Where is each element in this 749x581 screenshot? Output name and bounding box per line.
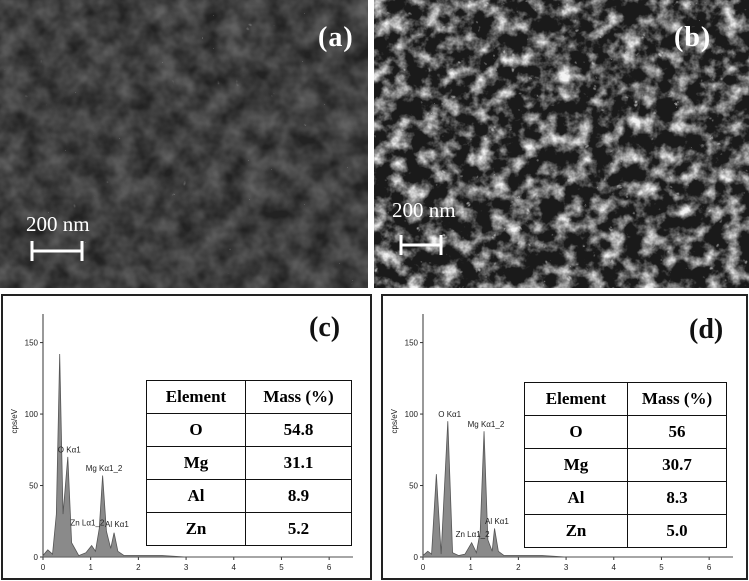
table-cell-mass: 5.0 bbox=[627, 514, 727, 548]
eds-spectrum-c: 150 100 50 00 1 2 3 4 5 6 cps/eV O Kα1 Mg Kα1_2 Zn Lα… bbox=[10, 314, 353, 572]
table-header-mass: Mass (%) bbox=[245, 380, 352, 414]
table-cell-element: Al bbox=[524, 481, 628, 515]
table-header-row: Element Mass (%) bbox=[146, 380, 352, 414]
table-row: Zn 5.2 bbox=[146, 512, 352, 546]
peak-label: O Kα1 bbox=[438, 410, 461, 419]
table-row: Mg 30.7 bbox=[524, 448, 727, 482]
peak-label: Al Kα1 bbox=[105, 520, 129, 529]
y-tick-label: 0 bbox=[34, 553, 39, 562]
sem-texture-a bbox=[0, 0, 368, 288]
x-tick-label: 3 bbox=[184, 563, 189, 572]
table-cell-element: Al bbox=[146, 479, 246, 513]
sem-image-a: (a) 200 nm bbox=[0, 0, 368, 288]
x-tick-label: 0 bbox=[421, 563, 426, 572]
table-cell-element: O bbox=[524, 415, 628, 449]
scale-bar-a bbox=[30, 241, 84, 261]
mass-table-c: Element Mass (%) O 54.8 Mg 31.1 Al 8.9 Z… bbox=[146, 380, 352, 546]
peak-label: O Kα1 bbox=[58, 446, 81, 455]
y-tick-label: 150 bbox=[405, 339, 419, 348]
x-tick-label: 5 bbox=[659, 563, 664, 572]
eds-panel-c: 150 100 50 0 0 1 2 3 4 5 6 cps/eV O Kα1 Mg Kα1_2 Zn Lα… bbox=[1, 294, 372, 580]
scale-bar-b bbox=[399, 235, 443, 255]
sem-texture-b bbox=[374, 0, 749, 288]
panel-label-c: (c) bbox=[309, 312, 341, 343]
table-row: O 56 bbox=[524, 415, 727, 449]
scale-bar-label-b: 200 nm bbox=[392, 198, 456, 222]
peak-label: Mg Kα1_2 bbox=[468, 420, 505, 429]
scale-bar-label-a: 200 nm bbox=[26, 212, 90, 236]
x-tick-label: 3 bbox=[564, 563, 569, 572]
y-axis-label: cps/eV bbox=[390, 408, 399, 433]
table-cell-element: Mg bbox=[146, 446, 246, 480]
table-cell-mass: 56 bbox=[627, 415, 727, 449]
y-axis-label: cps/eV bbox=[10, 408, 19, 433]
table-cell-element: Zn bbox=[146, 512, 246, 546]
sem-image-b: (b) 200 nm bbox=[374, 0, 749, 288]
y-tick-label: 150 bbox=[25, 339, 39, 348]
spectrum-series bbox=[42, 354, 353, 558]
panel-label-b: (b) bbox=[674, 22, 712, 53]
table-cell-element: Zn bbox=[524, 514, 628, 548]
table-row: Al 8.3 bbox=[524, 481, 727, 515]
table-row: Al 8.9 bbox=[146, 479, 352, 513]
panel-label-d: (d) bbox=[689, 314, 724, 345]
peak-label: Mg Kα1_2 bbox=[86, 464, 123, 473]
x-tick-label: 1 bbox=[88, 563, 93, 572]
x-tick-label: 6 bbox=[707, 563, 712, 572]
table-cell-mass: 5.2 bbox=[245, 512, 352, 546]
table-row: O 54.8 bbox=[146, 413, 352, 447]
table-header-element: Element bbox=[524, 382, 628, 416]
mass-table-d: Element Mass (%) O 56 Mg 30.7 Al 8.3 Zn … bbox=[524, 382, 727, 548]
spectrum-series bbox=[422, 421, 733, 558]
y-tick-label: 50 bbox=[409, 482, 418, 491]
x-tick-label: 2 bbox=[136, 563, 141, 572]
table-header-element: Element bbox=[146, 380, 246, 414]
table-cell-mass: 31.1 bbox=[245, 446, 352, 480]
x-tick-label: 4 bbox=[232, 563, 237, 572]
y-tick-label: 0 bbox=[414, 553, 419, 562]
peak-label: Zn Lα1_2 bbox=[456, 530, 491, 539]
y-tick-label: 100 bbox=[405, 410, 419, 419]
peak-label: Zn Lα1_2 bbox=[70, 519, 105, 528]
x-tick-label: 1 bbox=[468, 563, 473, 572]
peak-label: Al Kα1 bbox=[485, 517, 509, 526]
table-cell-element: O bbox=[146, 413, 246, 447]
table-cell-mass: 8.3 bbox=[627, 481, 727, 515]
y-tick-label: 100 bbox=[25, 410, 39, 419]
x-tick-label: 5 bbox=[279, 563, 284, 572]
table-header-mass: Mass (%) bbox=[627, 382, 727, 416]
table-row: Mg 31.1 bbox=[146, 446, 352, 480]
y-tick-label: 50 bbox=[29, 482, 38, 491]
panel-label-a: (a) bbox=[318, 22, 354, 53]
table-row: Zn 5.0 bbox=[524, 514, 727, 548]
x-tick-label: 0 bbox=[41, 563, 46, 572]
table-cell-mass: 8.9 bbox=[245, 479, 352, 513]
table-header-row: Element Mass (%) bbox=[524, 382, 727, 416]
table-cell-mass: 30.7 bbox=[627, 448, 727, 482]
x-tick-label: 6 bbox=[327, 563, 332, 572]
eds-panel-d: 150 100 50 0 0 1 2 3 4 5 6 cps/eV O Kα1 Mg Kα1_2 Zn Lα… bbox=[381, 294, 748, 580]
table-cell-element: Mg bbox=[524, 448, 628, 482]
x-tick-label: 2 bbox=[516, 563, 521, 572]
table-cell-mass: 54.8 bbox=[245, 413, 352, 447]
x-tick-label: 4 bbox=[612, 563, 617, 572]
